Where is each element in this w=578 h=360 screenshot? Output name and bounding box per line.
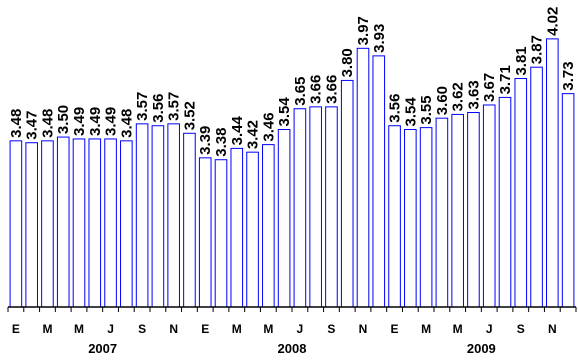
bar-6 [104, 138, 117, 308]
bar-14 [230, 147, 244, 308]
value-label-7: 3.48 [118, 109, 135, 138]
value-label-20: 3.66 [323, 75, 340, 104]
value-label-34: 4.02 [544, 7, 561, 36]
value-label-14: 3.44 [229, 116, 246, 146]
month-tick-label-3: J [107, 322, 114, 336]
value-label-23: 3.93 [371, 24, 388, 53]
month-tick-label-15: J [486, 322, 493, 336]
bar-2 [41, 140, 54, 308]
bar-5 [88, 138, 102, 308]
value-label-15: 3.42 [245, 120, 262, 149]
month-tick-label-17: N [548, 322, 557, 336]
bar-27 [435, 117, 449, 308]
value-label-27: 3.60 [434, 86, 451, 115]
value-label-6: 3.49 [103, 107, 120, 136]
month-tick-label-10: S [327, 322, 335, 336]
bar-0 [9, 140, 23, 308]
value-label-33: 3.87 [529, 35, 546, 64]
year-labels-group: 2007 2008 2009 [88, 341, 496, 356]
value-label-31: 3.71 [497, 65, 514, 94]
value-label-12: 3.39 [197, 126, 214, 155]
bar-11 [183, 132, 196, 308]
month-tick-label-7: M [232, 322, 242, 336]
year-label-2007: 2007 [88, 341, 117, 356]
bar-35 [561, 93, 575, 308]
bar-29 [467, 112, 480, 308]
value-label-4: 3.49 [71, 107, 88, 136]
bar-10 [167, 123, 180, 308]
bar-25 [404, 129, 417, 308]
bar-16 [262, 144, 275, 308]
value-label-9: 3.56 [150, 94, 167, 123]
value-label-32: 3.81 [513, 46, 530, 75]
value-label-22: 3.97 [355, 16, 372, 45]
value-label-17: 3.54 [276, 97, 293, 127]
bar-9 [151, 125, 165, 308]
bar-22 [356, 47, 370, 308]
value-label-2: 3.48 [39, 109, 56, 138]
value-label-21: 3.80 [339, 48, 356, 77]
year-label-2009: 2009 [467, 341, 496, 356]
value-label-25: 3.54 [402, 97, 419, 127]
bar-23 [372, 55, 386, 308]
bar-7 [120, 140, 133, 308]
value-label-28: 3.62 [450, 82, 467, 111]
month-tick-label-1: M [42, 322, 52, 336]
bar-19 [309, 106, 322, 308]
month-tick-label-13: M [421, 322, 431, 336]
bar-13 [214, 159, 228, 308]
bar-26 [419, 127, 433, 308]
value-label-29: 3.63 [465, 80, 482, 109]
month-tick-label-9: J [297, 322, 304, 336]
bar-28 [451, 113, 464, 308]
bar-24 [388, 125, 401, 308]
bar-4 [72, 138, 86, 308]
value-label-24: 3.56 [387, 94, 404, 123]
bar-17 [277, 129, 291, 308]
month-tick-label-2: M [74, 322, 84, 336]
value-labels-group: 3.483.473.483.503.493.493.493.483.573.56… [8, 7, 577, 157]
bar-15 [246, 151, 259, 308]
value-label-10: 3.57 [166, 92, 183, 121]
bar-33 [530, 66, 543, 308]
bar-12 [198, 157, 212, 308]
month-tick-label-14: M [453, 322, 463, 336]
month-tick-label-0: E [12, 322, 20, 336]
month-tick-label-12: E [391, 322, 399, 336]
value-label-35: 3.73 [560, 61, 577, 90]
value-label-19: 3.66 [308, 75, 325, 104]
bar-20 [325, 106, 338, 308]
year-label-2008: 2008 [278, 341, 307, 356]
bar-32 [514, 78, 528, 308]
month-tick-label-4: S [138, 322, 146, 336]
bar-31 [498, 96, 512, 308]
value-label-16: 3.46 [260, 112, 277, 141]
value-label-30: 3.67 [481, 73, 498, 102]
value-label-0: 3.48 [8, 109, 25, 138]
bar-18 [293, 108, 307, 308]
value-label-26: 3.55 [418, 95, 435, 124]
bar-3 [56, 136, 70, 308]
value-label-1: 3.47 [24, 111, 41, 140]
value-label-11: 3.52 [181, 101, 198, 130]
bar-21 [340, 79, 354, 308]
bar-8 [135, 123, 149, 308]
bar-34 [546, 38, 559, 308]
month-tick-label-8: M [263, 322, 273, 336]
month-tick-label-16: S [517, 322, 525, 336]
value-label-3: 3.50 [55, 105, 72, 134]
bars-group [9, 38, 575, 308]
bar-1 [25, 142, 38, 308]
value-label-18: 3.65 [292, 77, 309, 106]
month-tick-label-5: N [169, 322, 178, 336]
month-tick-label-11: N [359, 322, 368, 336]
value-label-5: 3.49 [87, 107, 104, 136]
month-tick-label-6: E [201, 322, 209, 336]
x-axis-ticks [7, 307, 577, 312]
value-label-13: 3.38 [213, 128, 230, 157]
value-label-8: 3.57 [134, 92, 151, 121]
bar-30 [482, 104, 496, 308]
